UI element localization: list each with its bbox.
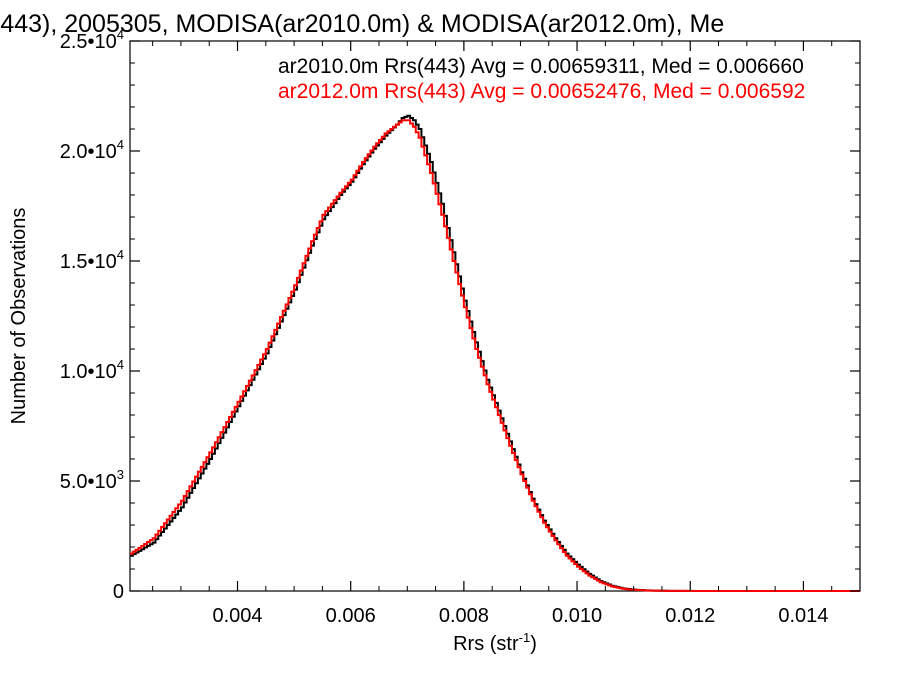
x-tick-label: 0.004 — [212, 605, 262, 627]
y-tick-label: 1.5•104 — [60, 247, 124, 273]
x-tick-label: 0.008 — [439, 605, 489, 627]
x-axis-label-superscript: -1 — [519, 630, 531, 645]
x-axis-label-close: ) — [530, 633, 537, 655]
y-tick-exponent: 3 — [117, 467, 124, 482]
plot-frame — [129, 40, 861, 592]
x-tick-label: 0.014 — [778, 605, 828, 627]
legend-entry-2: ar2012.0m Rrs(443) Avg = 0.00652476, Med… — [278, 80, 805, 103]
x-tick-label: 0.010 — [552, 605, 602, 627]
y-tick-label: 0 — [113, 581, 124, 603]
series-layer — [130, 114, 860, 592]
y-axis: 0 5.0•103 1.0•104 1.5•104 2.0•104 2.5•104 — [60, 27, 860, 603]
x-axis: 0.004 0.006 0.008 0.010 0.012 0.014 — [152, 41, 833, 627]
y-tick-label: 2.0•104 — [60, 137, 124, 163]
x-tick-label: 0.012 — [665, 605, 715, 627]
y-tick-exponent: 4 — [117, 137, 124, 152]
y-axis-label: Number of Observations — [8, 208, 30, 425]
y-tick-exponent: 4 — [117, 27, 124, 42]
legend-entry-1: ar2010.0m Rrs(443) Avg = 0.00659311, Med… — [278, 55, 804, 78]
legend: ar2010.0m Rrs(443) Avg = 0.00659311, Med… — [278, 55, 805, 103]
y-tick-label: 5.0•103 — [60, 467, 124, 493]
series-line-2 — [130, 119, 860, 592]
y-tick-exponent: 4 — [117, 357, 124, 372]
y-tick-label: 1.0•104 — [60, 357, 124, 383]
chart-title: (443), 2005305, MODISA(ar2010.0m) & MODI… — [0, 10, 724, 38]
x-tick-label: 0.006 — [326, 605, 376, 627]
y-tick-label: 2.5•104 — [60, 27, 124, 53]
x-axis-label: Rrs (str-1) — [453, 630, 537, 655]
y-tick-exponent: 4 — [117, 247, 124, 262]
